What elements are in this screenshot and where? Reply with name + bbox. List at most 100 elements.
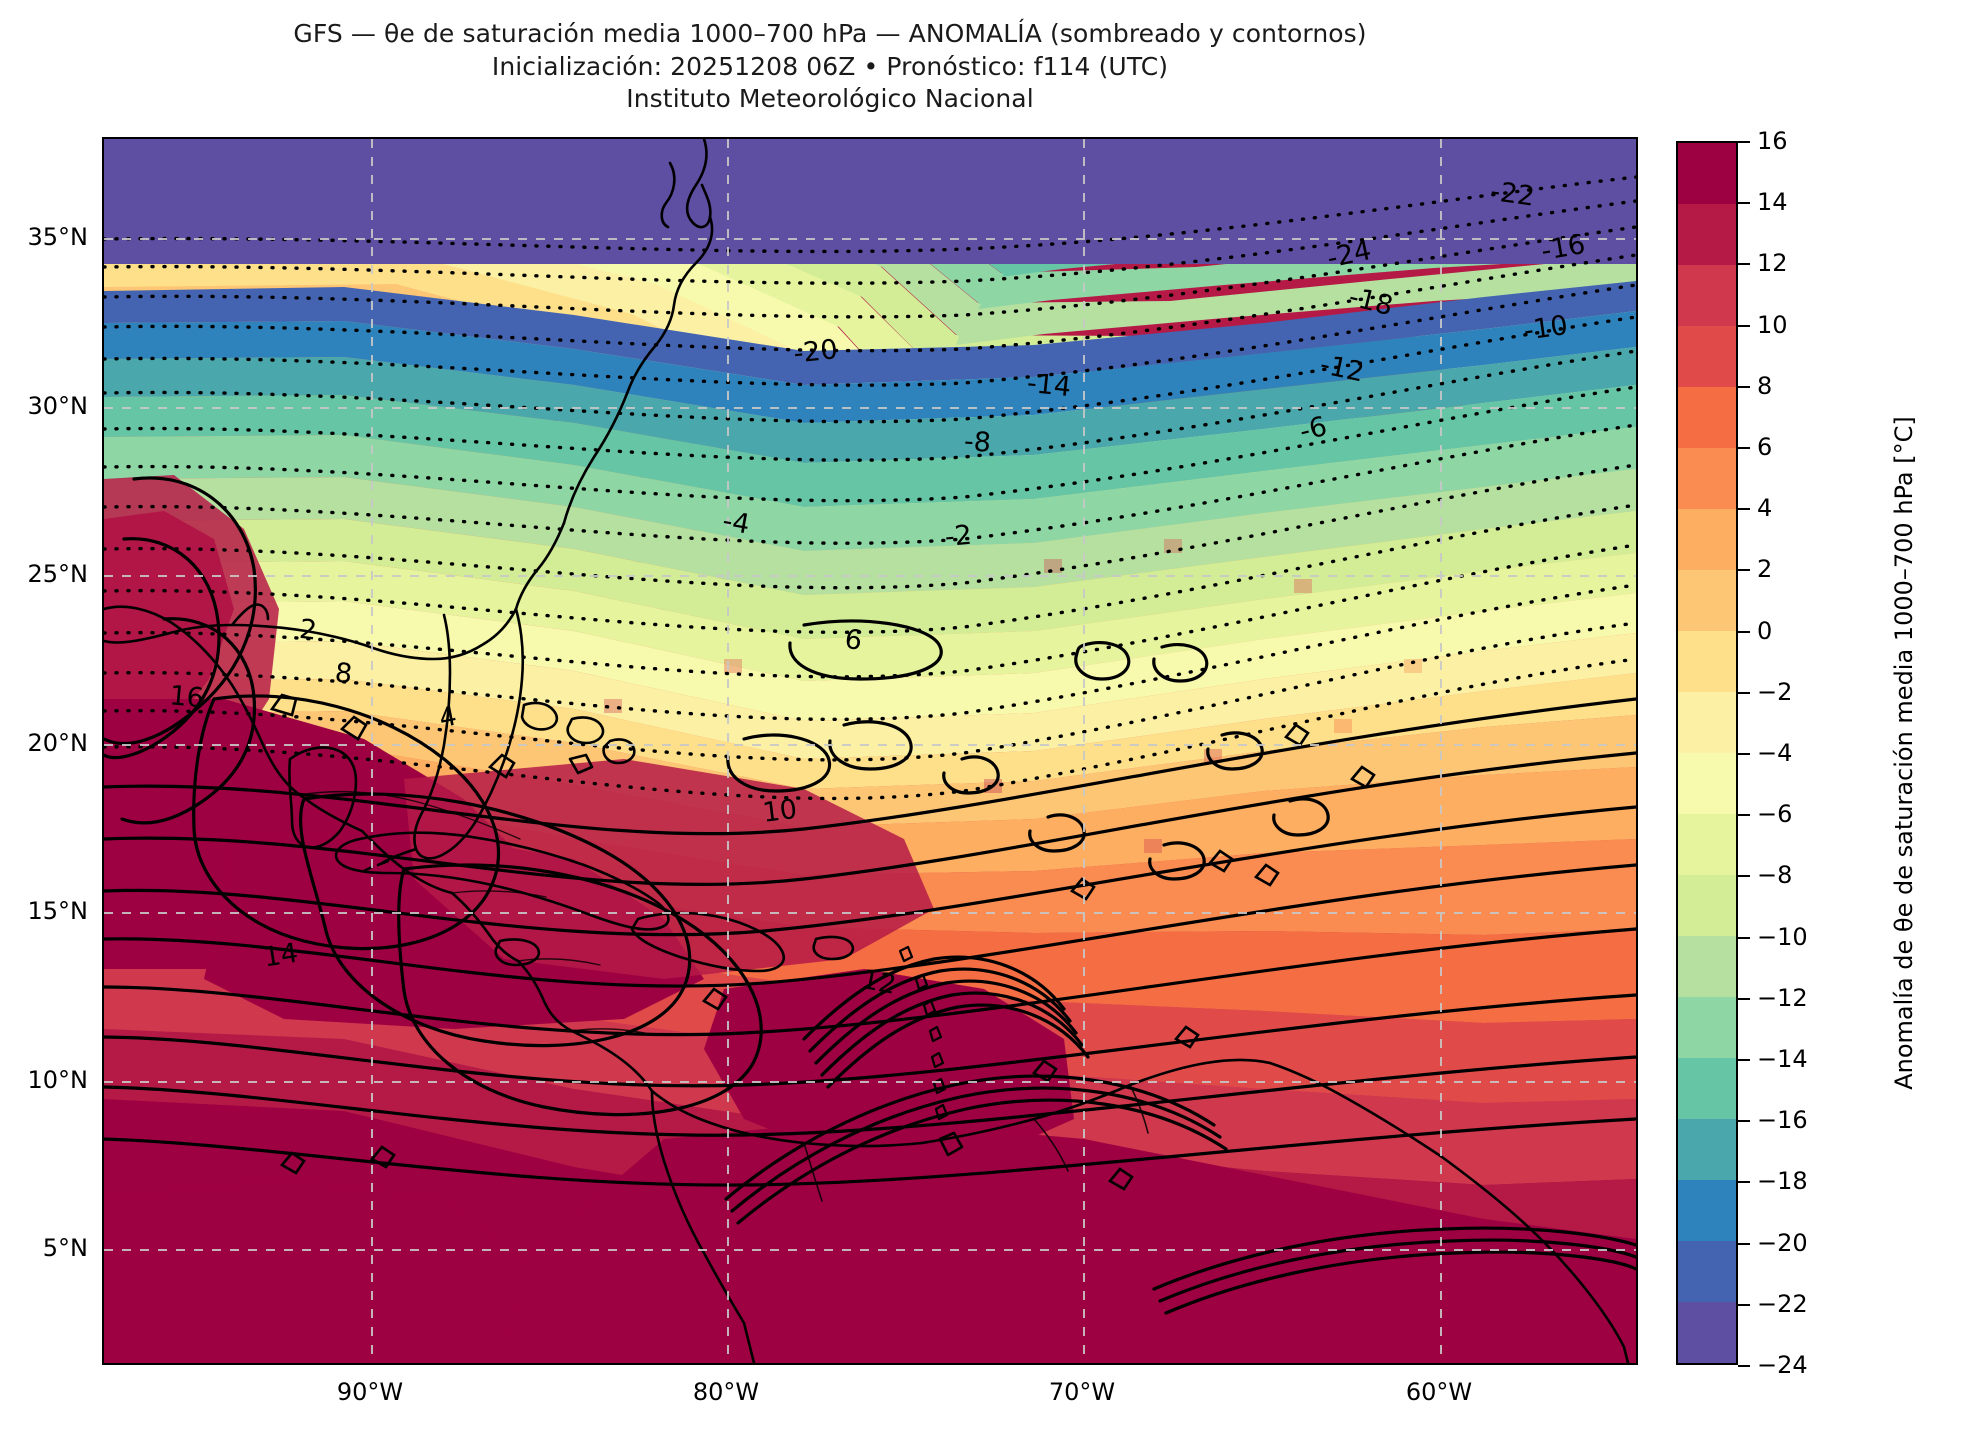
colorbar-tick	[1738, 324, 1750, 327]
contour-label: -8	[963, 426, 992, 459]
colorbar-tick	[1738, 753, 1750, 755]
colorbar-tick-label: 12	[1757, 249, 1788, 278]
colorbar-tick-label: −12	[1757, 983, 1808, 1012]
colorbar-tick	[1738, 447, 1750, 449]
colorbar-segment	[1678, 1058, 1736, 1119]
colorbar-tick-label: 10	[1757, 310, 1788, 339]
colorbar-segment	[1678, 570, 1736, 631]
colorbar-tick-label: 8	[1757, 371, 1773, 400]
colorbar-segment	[1678, 448, 1736, 509]
contour-label: 6	[843, 624, 865, 657]
contour-label: -14	[1025, 368, 1072, 403]
contour-label: 12	[859, 964, 899, 1001]
colorbar-tick-label: −10	[1757, 922, 1808, 951]
colorbar-tick	[1738, 508, 1750, 511]
colorbar-segment	[1678, 936, 1736, 997]
colorbar-tick	[1738, 1365, 1750, 1367]
colorbar-axis-label: Anomalía de θe de saturación media 1000–…	[1884, 141, 1924, 1365]
ytick-label-20n: 20°N	[27, 729, 89, 757]
colorbar-tick	[1738, 1303, 1750, 1306]
xtick-label-60w: 60°W	[1405, 1378, 1473, 1406]
map-axes[interactable]: -24 -24 -22 -22 -20 -20 -18 -18 -16 -16 -14 -14 -12-…	[102, 137, 1638, 1365]
colorbar-tick-label: −20	[1757, 1228, 1808, 1257]
colorbar-segment	[1678, 326, 1736, 387]
colorbar-tick	[1738, 814, 1750, 817]
colorbar-tick	[1738, 385, 1750, 388]
colorbar-segment	[1678, 997, 1736, 1058]
colorbar-tick-label: −2	[1757, 677, 1793, 706]
colorbar-tick-label: 0	[1757, 616, 1773, 645]
ytick-label-30n: 30°N	[27, 392, 89, 420]
colorbar-tick	[1738, 997, 1750, 1000]
chart-title-block: GFS — θe de saturación media 1000–700 hP…	[0, 18, 1660, 116]
chart-title-main: GFS — θe de saturación media 1000–700 hP…	[293, 19, 1367, 48]
colorbar-tick	[1738, 263, 1750, 266]
colorbar-segment	[1678, 265, 1736, 326]
colorbar-tick-label: −22	[1757, 1289, 1808, 1318]
chart-title-init-forecast: Inicialización: 20251208 06Z • Pronóstic…	[491, 51, 1169, 81]
colorbar-segment	[1678, 204, 1736, 265]
colorbar-tick	[1738, 691, 1750, 694]
contour-label: 4	[437, 701, 460, 735]
colorbar-segment	[1678, 143, 1736, 204]
colorbar-segment	[1678, 387, 1736, 448]
contour-label: 8	[333, 657, 353, 690]
colorbar-tick-label: −8	[1757, 861, 1793, 890]
colorbar-segment	[1678, 1119, 1736, 1180]
colorbar-tick-label: 16	[1757, 127, 1788, 155]
contour-label: 2	[298, 614, 319, 647]
colorbar-tick	[1738, 202, 1750, 205]
colorbar-tick-label: 2	[1757, 555, 1773, 584]
colorbar-segment	[1678, 692, 1736, 753]
colorbar-tick	[1738, 630, 1750, 633]
colorbar-segment	[1678, 1302, 1736, 1363]
colorbar-segment	[1678, 1180, 1736, 1241]
colorbar-segment	[1678, 814, 1736, 875]
contour-label-group: -24-24-22-22-20-20-18-18-16-16-14-14 -12-…	[168, 176, 1587, 1001]
colorbar-tick-label: −16	[1757, 1106, 1808, 1135]
colorbar-segment	[1678, 875, 1736, 936]
colorbar-tick	[1738, 936, 1750, 939]
ytick-label-35n: 35°N	[27, 223, 89, 251]
colorbar-tick	[1738, 569, 1750, 572]
colorbar-tick-label: 6	[1757, 433, 1773, 461]
colorbar-tick-label: −18	[1757, 1167, 1808, 1196]
xtick-label-70w: 70°W	[1048, 1378, 1116, 1406]
colorbar-segment	[1678, 509, 1736, 570]
colorbar[interactable]	[1676, 141, 1738, 1365]
ytick-label-5n: 5°N	[42, 1234, 88, 1262]
contour-label: 16	[168, 680, 205, 714]
xtick-label-90w: 90°W	[336, 1378, 404, 1406]
colorbar-tick	[1738, 1242, 1750, 1245]
contour-label: -2	[944, 520, 974, 553]
contour-label: -20	[792, 334, 839, 369]
colorbar-segment	[1678, 753, 1736, 814]
ytick-label-25n: 25°N	[27, 560, 89, 588]
chart-title-institute: Instituto Meteorológico Nacional	[626, 84, 1034, 113]
colorbar-axis-label-text: Anomalía de θe de saturación media 1000–…	[1890, 416, 1918, 1090]
colorbar-segment	[1678, 631, 1736, 692]
colorbar-tick	[1738, 141, 1750, 143]
colorbar-tick	[1738, 1181, 1750, 1184]
contour-label: -10	[1522, 310, 1570, 347]
map-plot-area: -24-24-22-22-20-20-18-18-16-16-14-14 -12-…	[104, 139, 1636, 1363]
colorbar-tick	[1738, 1059, 1750, 1061]
xtick-label-80w: 80°W	[692, 1378, 760, 1406]
colorbar-tick	[1738, 1120, 1750, 1123]
colorbar-tick-label: −14	[1757, 1045, 1808, 1073]
colorbar-segment	[1678, 1241, 1736, 1302]
contour-label: -16	[1539, 229, 1588, 267]
colorbar-tick-label: −4	[1757, 739, 1793, 767]
contour-label: -4	[720, 505, 752, 540]
contour-label: -22	[1488, 176, 1536, 213]
colorbar-tick-label: −24	[1757, 1351, 1808, 1379]
contour-label: 10	[761, 794, 799, 829]
ytick-label-15n: 15°N	[27, 897, 89, 925]
colorbar-tick-label: −6	[1757, 800, 1793, 829]
colorbar-tick	[1738, 875, 1750, 878]
ytick-label-10n: 10°N	[27, 1066, 89, 1094]
contour-label: 14	[261, 938, 300, 974]
colorbar-tick-label: 14	[1757, 188, 1788, 217]
colorbar-tick-label: 4	[1757, 494, 1773, 523]
